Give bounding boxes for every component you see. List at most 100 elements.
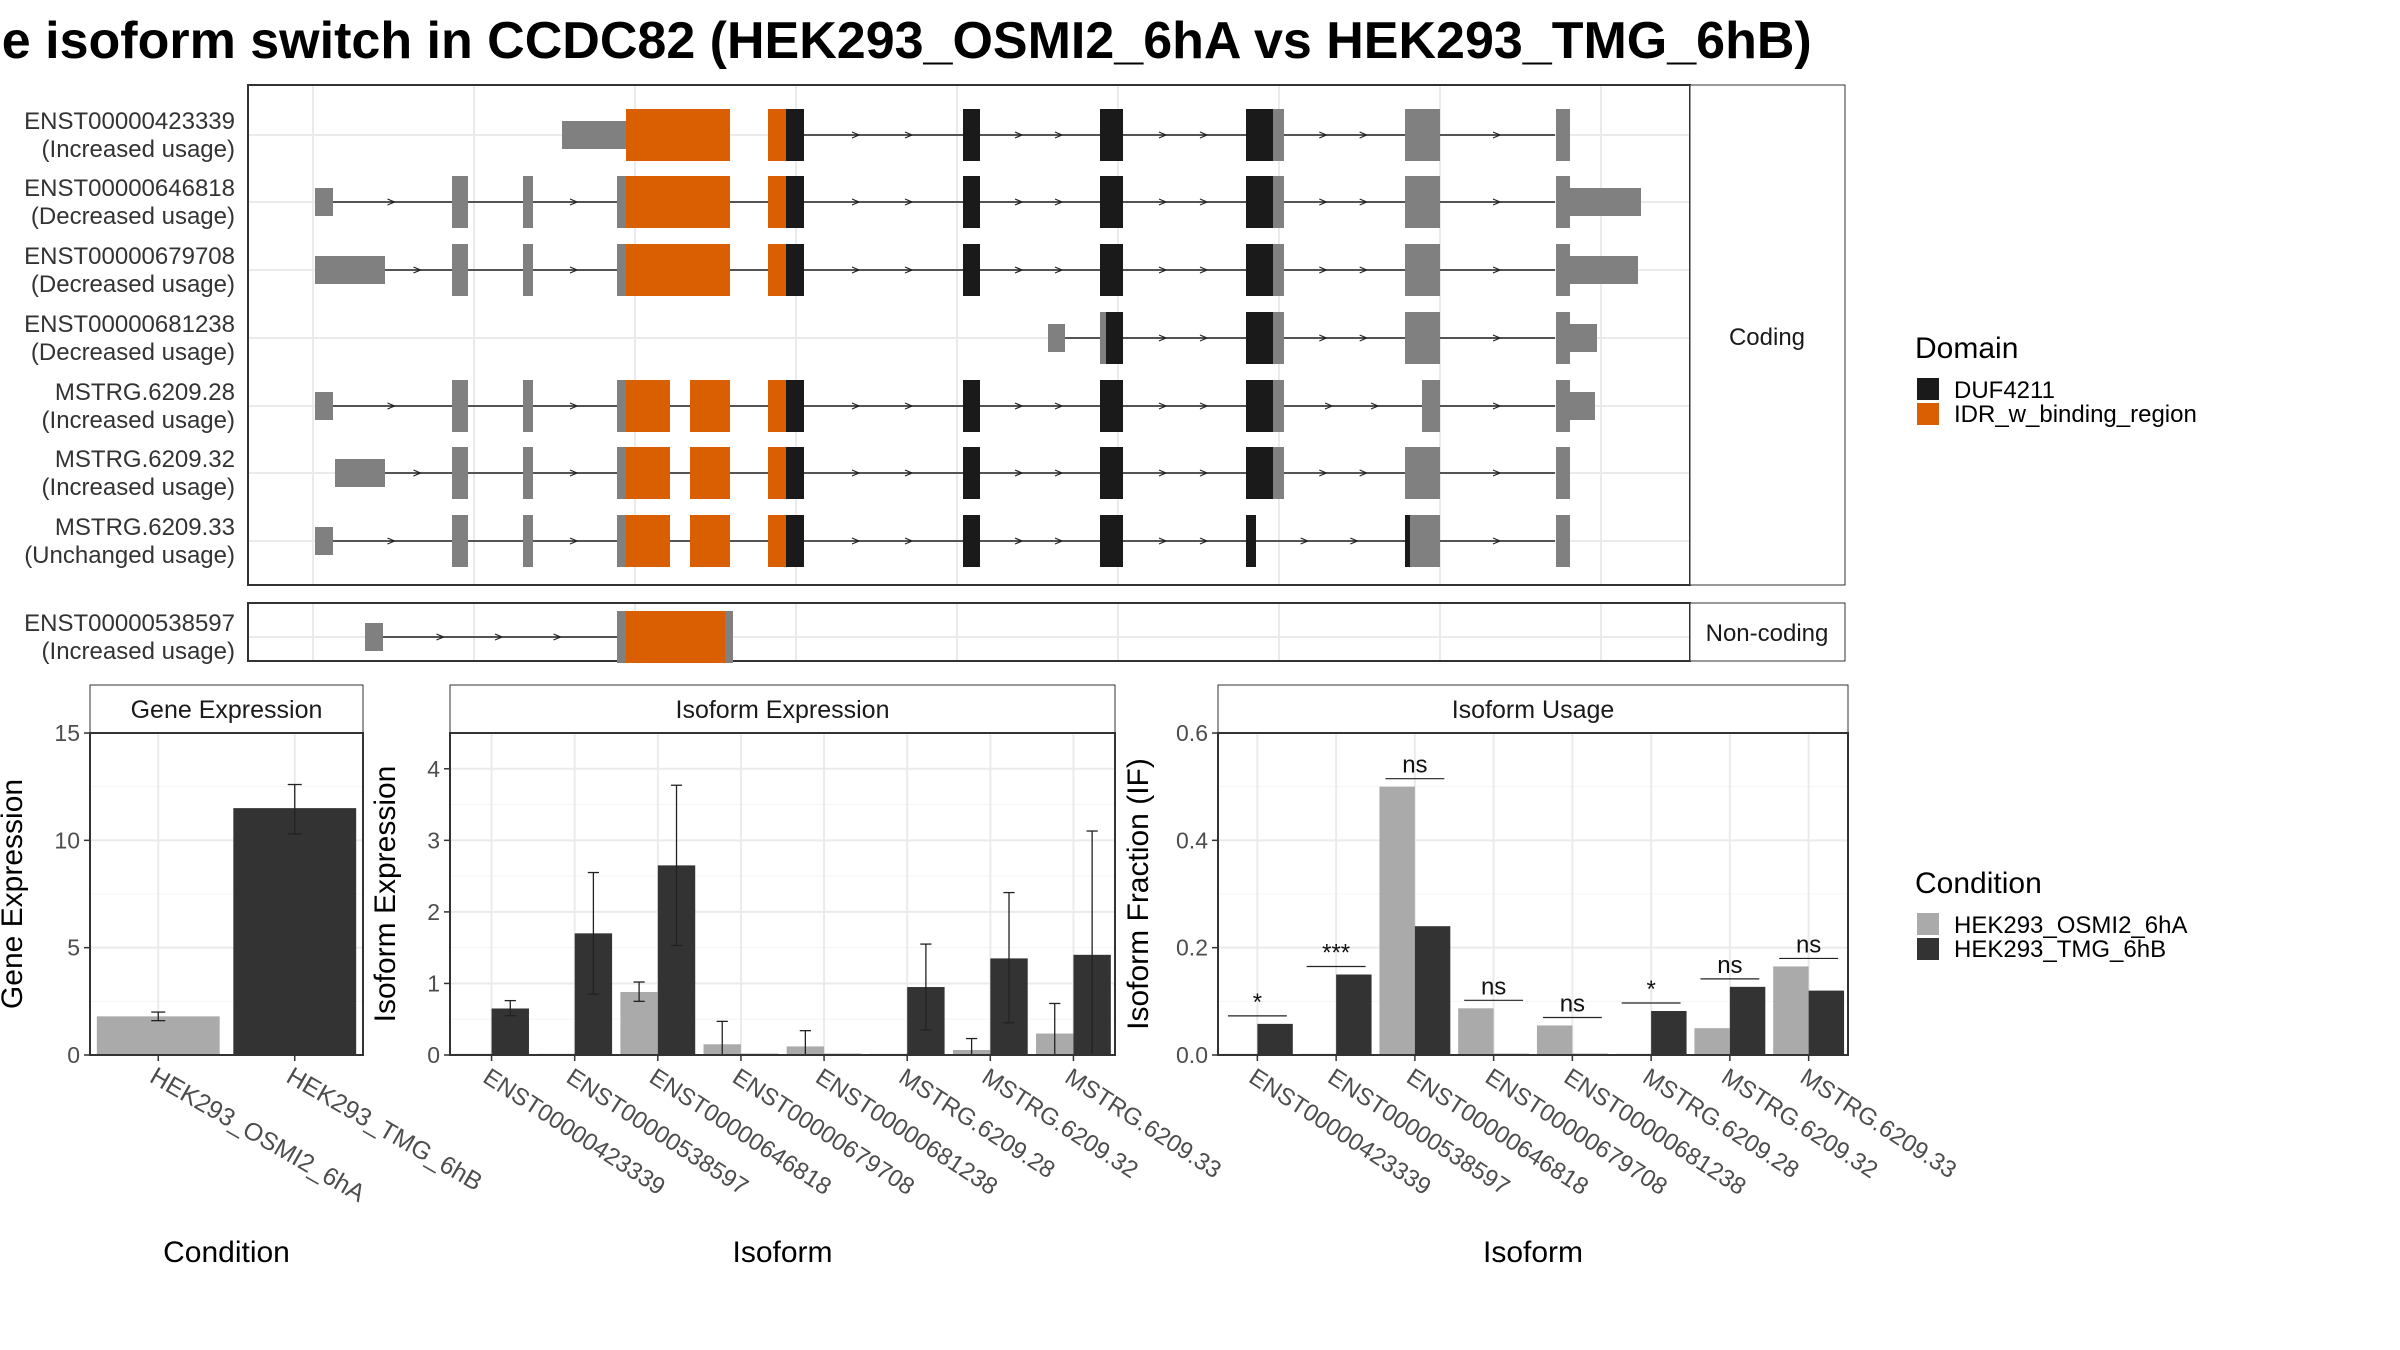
- exon-idr: [690, 515, 730, 567]
- y-tick-label: 10: [54, 827, 80, 853]
- significance-label: ns: [1560, 990, 1585, 1017]
- intron-arrow: [851, 198, 861, 206]
- panel-border: [1217, 732, 1849, 1056]
- isoform-usage-chart: Isoform Usage****nsnsns*nsns0.00.20.40.6…: [1122, 684, 1961, 1269]
- intron-arrow: [1054, 131, 1064, 139]
- intron-arrow: [1014, 537, 1024, 545]
- y-tick-label: 0.0: [1176, 1042, 1208, 1068]
- intron-arrow: [1324, 402, 1334, 410]
- exon-idr: [768, 447, 786, 499]
- legend-label-cond-b: HEK293_TMG_6hB: [1954, 936, 2166, 963]
- x-tick-label: HEK293_OSMI2_6hA: [145, 1062, 370, 1208]
- exon: [617, 380, 626, 432]
- transcript-label-id: MSTRG.6209.33: [55, 514, 235, 541]
- intron-arrow: [1359, 266, 1369, 274]
- exon: [1273, 244, 1284, 296]
- exon-duf: [1100, 244, 1123, 296]
- bar: [233, 808, 357, 1055]
- significance-label: ns: [1717, 952, 1742, 979]
- noncoding-strip-label: Non-coding: [1706, 620, 1829, 647]
- intron-arrow: [851, 469, 861, 477]
- exon: [523, 244, 533, 296]
- exon-duf: [1246, 244, 1273, 296]
- transcript-label-usage: (Decreased usage): [31, 271, 235, 298]
- intron-arrow: [1158, 537, 1168, 545]
- intron-arrow: [569, 469, 579, 477]
- bar: [1808, 990, 1845, 1055]
- bar: [1773, 966, 1809, 1055]
- exon-duf: [963, 515, 980, 567]
- y-tick-label: 0.6: [1176, 720, 1208, 746]
- bar: [1458, 1008, 1494, 1055]
- exon: [452, 176, 468, 228]
- transcript-label-id: ENST00000679708: [24, 243, 235, 270]
- intron-arrow: [904, 537, 914, 545]
- exon: [617, 176, 626, 228]
- exon: [1570, 256, 1638, 284]
- significance-label: ns: [1796, 931, 1821, 958]
- intron-arrow: [904, 198, 914, 206]
- exon: [452, 515, 468, 567]
- exon: [1273, 176, 1284, 228]
- y-tick-label: 4: [427, 756, 440, 782]
- intron-arrow: [1319, 334, 1328, 342]
- intron-arrow: [851, 266, 861, 274]
- intron-arrow: [1492, 198, 1502, 206]
- bar: [1414, 926, 1451, 1055]
- legend-swatch-cond-b: [1917, 938, 1939, 960]
- noncoding-strip: [1689, 602, 1846, 662]
- gene-expression-chart: Gene Expression051015HEK293_OSMI2_6hAHEK…: [0, 684, 487, 1269]
- intron-arrow: [413, 469, 423, 477]
- transcript-label-id: ENST00000423339: [24, 108, 235, 135]
- intron-arrow: [1370, 402, 1380, 410]
- intron-arrow: [1300, 537, 1310, 545]
- intron-arrow: [1492, 131, 1502, 139]
- intron-arrow: [851, 402, 861, 410]
- exon: [617, 611, 626, 663]
- y-tick-label: 0: [67, 1042, 80, 1068]
- exon-duf: [1246, 176, 1273, 228]
- exon: [617, 244, 626, 296]
- intron-arrow: [569, 198, 579, 206]
- legend-label-duf4211: DUF4211: [1954, 377, 2055, 404]
- significance-label: ***: [1322, 940, 1350, 967]
- significance-label: *: [1253, 989, 1262, 1016]
- intron-arrow: [413, 266, 423, 274]
- transcript-track: [335, 447, 1570, 499]
- noncoding-panel: [247, 602, 1691, 662]
- exon-duf: [963, 109, 980, 161]
- intron-arrow: [1359, 198, 1369, 206]
- exon: [365, 623, 383, 651]
- exon-duf: [1246, 109, 1273, 161]
- intron-arrow: [1319, 469, 1328, 477]
- transcript-label-usage: (Increased usage): [42, 638, 235, 665]
- significance-label: ns: [1481, 973, 1506, 1000]
- exon: [1422, 380, 1440, 432]
- exon: [1556, 312, 1570, 364]
- x-axis-title: Condition: [163, 1236, 290, 1269]
- exon-idr: [690, 380, 730, 432]
- exon: [523, 447, 533, 499]
- intron-arrow: [436, 633, 446, 641]
- intron-arrow: [387, 537, 397, 545]
- intron-arrow: [1359, 131, 1369, 139]
- isoform-expression-chart: Isoform Expression01234ENST00000423339EN…: [369, 684, 1226, 1269]
- exon: [523, 176, 533, 228]
- intron-arrow: [569, 537, 579, 545]
- transcript-label-id: MSTRG.6209.32: [55, 446, 235, 473]
- intron-arrow: [569, 266, 579, 274]
- y-tick-label: 5: [67, 935, 80, 961]
- intron-arrow: [1158, 469, 1168, 477]
- intron-arrow: [1199, 266, 1209, 274]
- intron-arrow: [1319, 198, 1328, 206]
- transcript-label-id: ENST00000646818: [24, 175, 235, 202]
- intron-arrow: [1014, 266, 1024, 274]
- transcript-label-usage: (Decreased usage): [31, 339, 235, 366]
- exon-duf: [1100, 109, 1123, 161]
- legend-swatch-duf4211: [1917, 378, 1939, 400]
- exon: [452, 244, 468, 296]
- panel-title: Gene Expression: [131, 696, 323, 724]
- intron-arrow: [1492, 266, 1502, 274]
- y-tick-label: 2: [427, 899, 440, 925]
- bar: [1336, 974, 1372, 1055]
